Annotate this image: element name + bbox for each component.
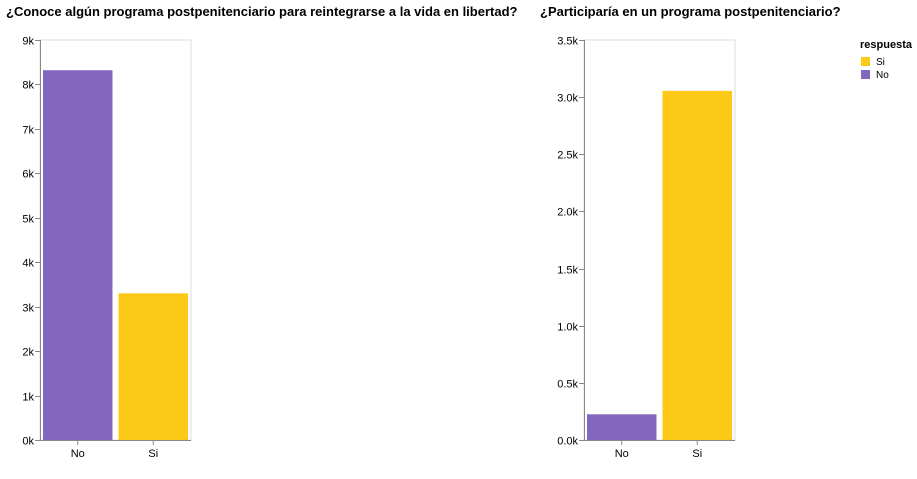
y-tick-label: 1.0k bbox=[557, 322, 578, 334]
y-tick-label: 2.0k bbox=[557, 207, 578, 219]
y-tick-label: 8k bbox=[22, 80, 34, 92]
legend-swatch-si bbox=[861, 57, 870, 66]
bar-no bbox=[43, 70, 113, 440]
legend-title: respuesta bbox=[860, 39, 913, 51]
bars-group bbox=[43, 70, 188, 440]
chart-title-participaria: ¿Participaría en un programa postpeniten… bbox=[540, 4, 841, 19]
y-tick-label: 1.5k bbox=[557, 265, 578, 277]
axes-group: 0k 1k 2k 3k 4k 5k 6k 7k 8k 9k No Si bbox=[22, 36, 191, 460]
y-tick-label: 1k bbox=[22, 392, 34, 404]
y-tick-label: 2k bbox=[22, 347, 34, 359]
bar-no bbox=[587, 414, 657, 440]
y-tick-label: 5k bbox=[22, 214, 34, 226]
y-tick-label: 3.5k bbox=[557, 36, 578, 48]
legend-label-si: Si bbox=[876, 57, 885, 68]
bars-group bbox=[587, 90, 732, 440]
y-tick-label: 2.5k bbox=[557, 150, 578, 162]
y-tick-label: 0k bbox=[22, 436, 34, 448]
y-tick-label: 6k bbox=[22, 169, 34, 181]
y-tick-label: 0.5k bbox=[557, 379, 578, 391]
y-tick-label: 4k bbox=[22, 258, 34, 270]
legend: respuesta Si No bbox=[860, 39, 913, 81]
x-tick-label-no: No bbox=[615, 448, 629, 460]
legend-label-no: No bbox=[876, 70, 889, 81]
x-tick-label-no: No bbox=[71, 448, 85, 460]
chart-conoce-programa: ¿Conoce algún programa postpenitenciario… bbox=[6, 4, 518, 460]
bar-si bbox=[662, 90, 732, 440]
chart-title-conoce: ¿Conoce algún programa postpenitenciario… bbox=[6, 4, 518, 19]
legend-swatch-no bbox=[861, 70, 870, 79]
x-tick-label-si: Si bbox=[692, 448, 702, 460]
bar-si bbox=[118, 293, 188, 440]
x-tick-label-si: Si bbox=[148, 448, 158, 460]
chart-participaria-programa: ¿Participaría en un programa postpeniten… bbox=[540, 4, 841, 460]
y-tick-label: 7k bbox=[22, 125, 34, 137]
y-tick-label: 3k bbox=[22, 303, 34, 315]
y-tick-label: 0.0k bbox=[557, 436, 578, 448]
axes-group: 0.0k 0.5k 1.0k 1.5k 2.0k 2.5k 3.0k 3.5k No Si bbox=[557, 36, 735, 460]
y-tick-label: 9k bbox=[22, 36, 34, 48]
y-tick-label: 3.0k bbox=[557, 93, 578, 105]
